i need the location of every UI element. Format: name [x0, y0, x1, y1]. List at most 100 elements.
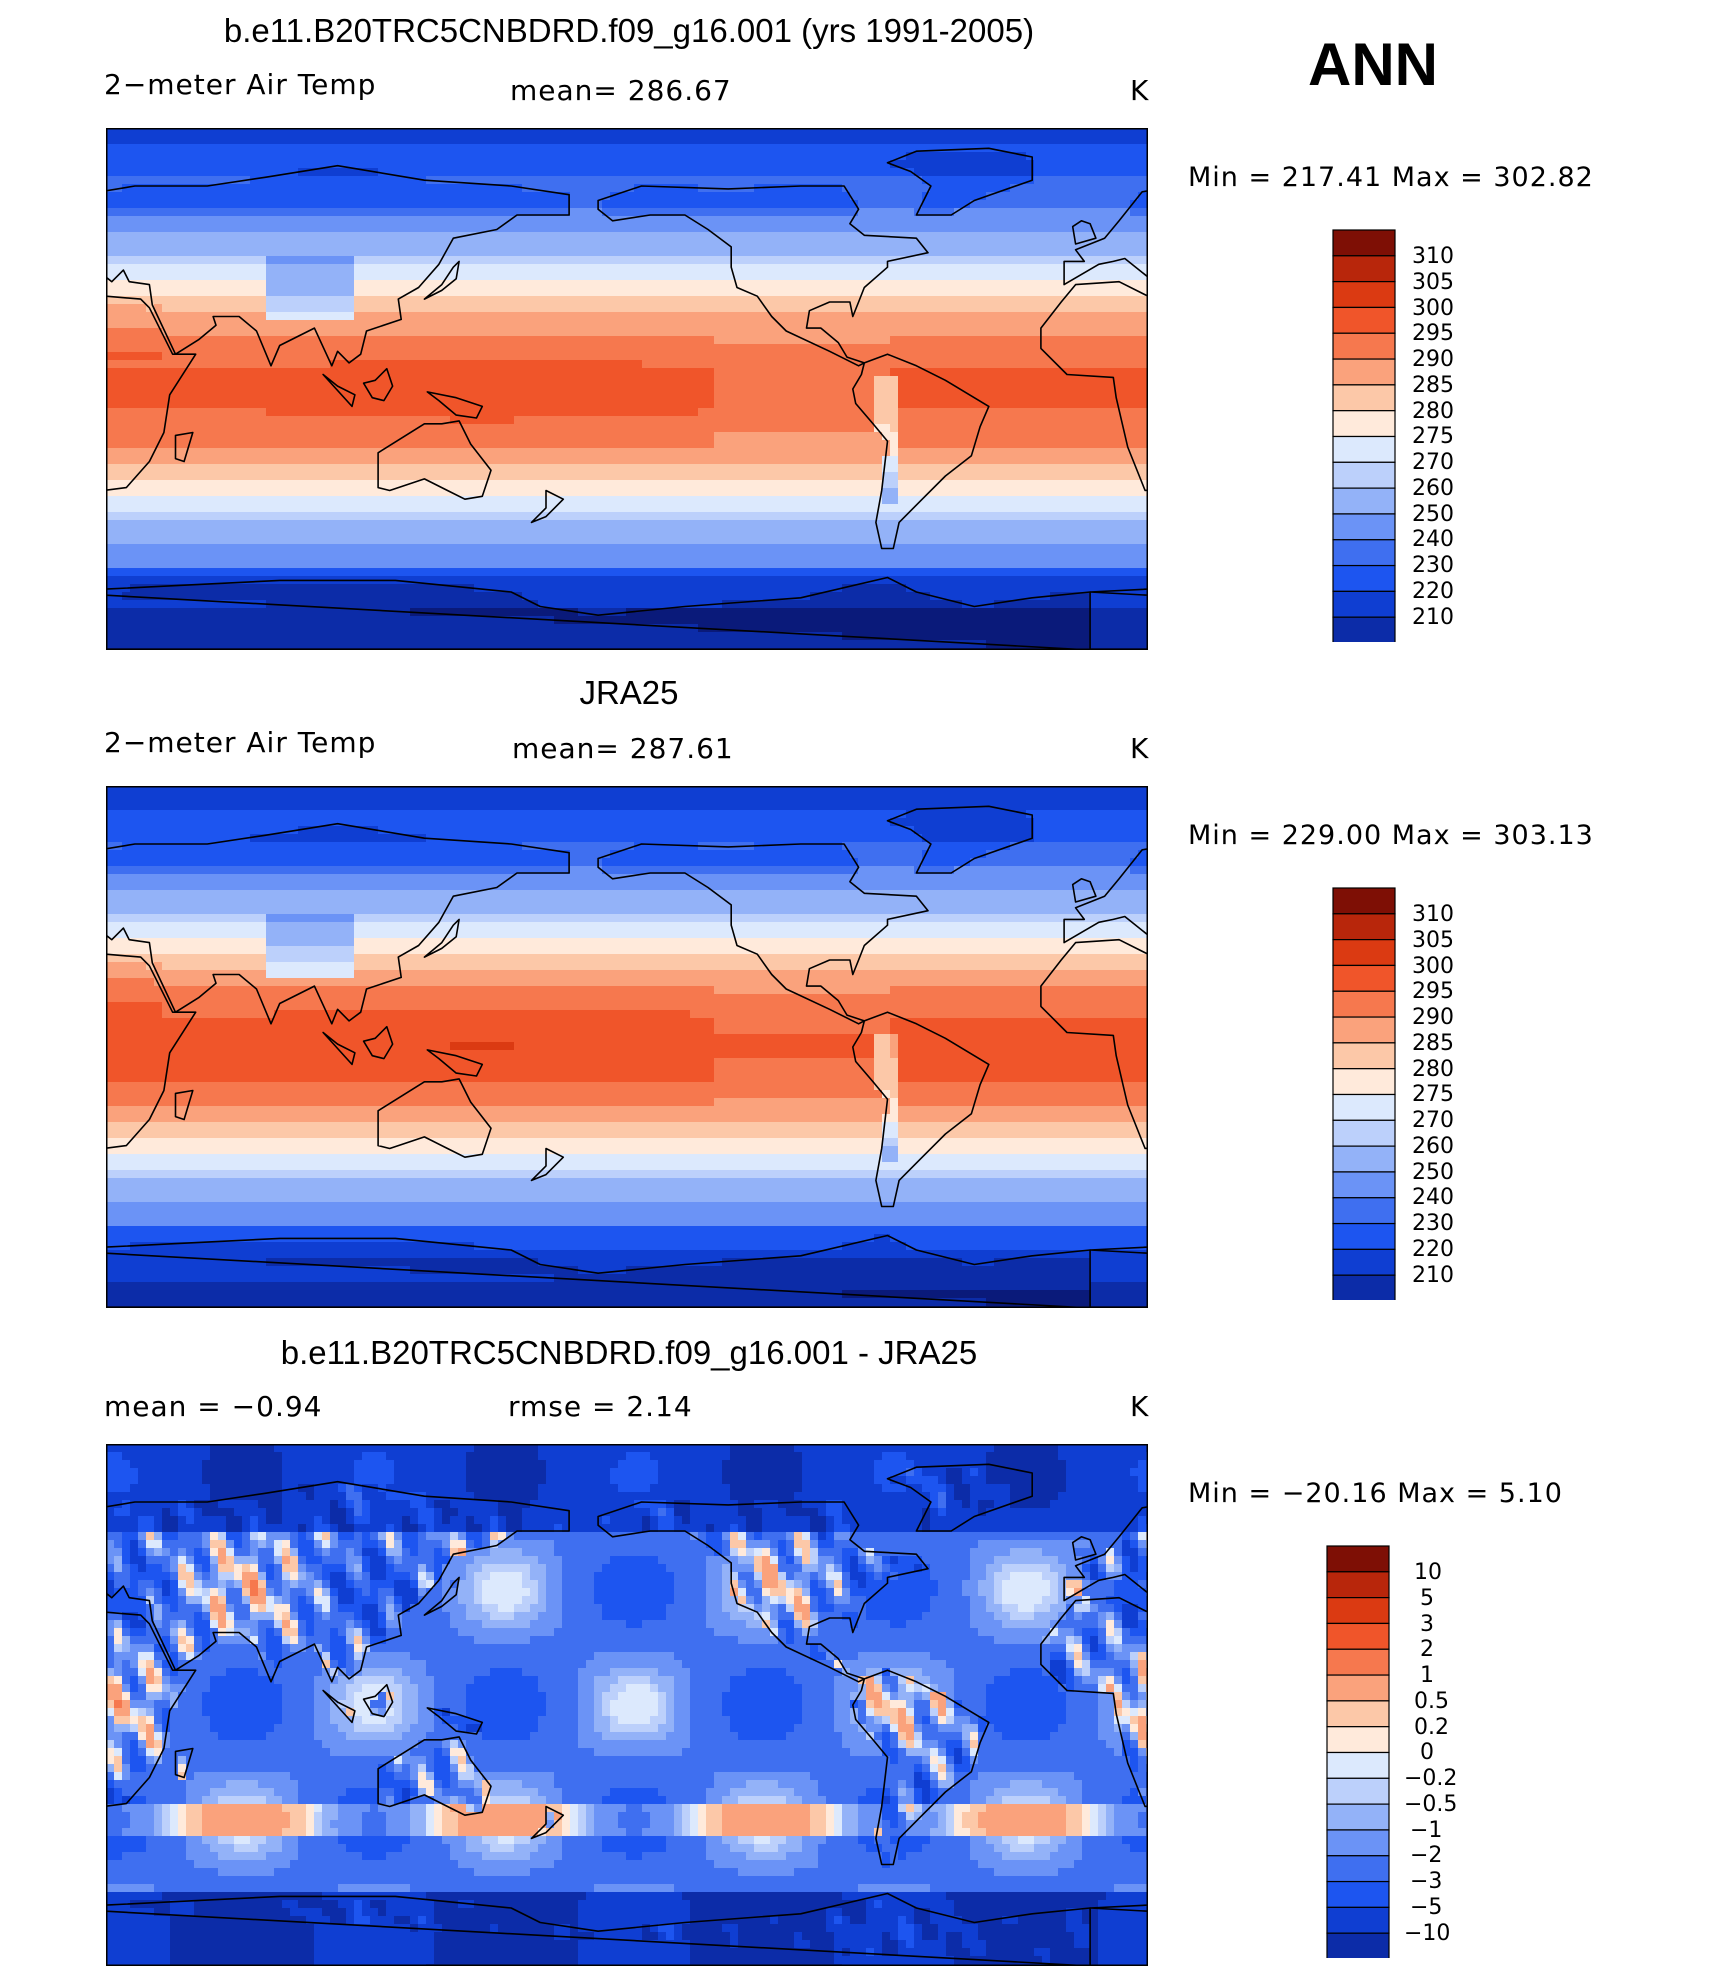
field-cell — [154, 1812, 163, 1821]
field-cell — [938, 1764, 947, 1773]
field-cell — [530, 1620, 563, 1629]
field-cell — [1098, 1676, 1107, 1685]
field-cell — [338, 1724, 355, 1733]
field-cell — [154, 1588, 163, 1597]
field-cell — [850, 1620, 859, 1629]
field-cell — [538, 1724, 579, 1733]
field-cell — [1130, 1668, 1139, 1677]
field-cell — [130, 584, 475, 593]
field-cell — [138, 1652, 155, 1661]
field-cell — [738, 1524, 747, 1533]
field-cell — [794, 1444, 995, 1453]
field-cell — [266, 1588, 275, 1597]
field-cell — [314, 1628, 331, 1637]
field-cell — [658, 1524, 675, 1533]
field-cell — [482, 1596, 523, 1605]
field-cell — [106, 1708, 115, 1717]
field-cell — [106, 1516, 139, 1525]
field-cell — [282, 1468, 355, 1477]
field-cell — [170, 1804, 179, 1813]
field-cell — [186, 1804, 203, 1813]
panel2-cb-label: 285 — [1412, 1031, 1454, 1056]
field-cell — [970, 1468, 979, 1477]
field-cell — [650, 1452, 731, 1461]
field-cell — [426, 1532, 451, 1541]
field-cell — [298, 1636, 307, 1645]
field-cell — [594, 1884, 675, 1893]
field-cell — [1090, 640, 1148, 649]
field-cell — [730, 1444, 795, 1453]
field-cell — [1122, 1548, 1139, 1557]
field-cell — [186, 1580, 195, 1589]
field-cell — [826, 1596, 835, 1605]
field-cell — [202, 1460, 283, 1469]
field-cell — [1130, 1716, 1139, 1725]
field-cell — [962, 1756, 971, 1765]
field-cell — [906, 1620, 971, 1629]
field-cell — [690, 1508, 739, 1517]
field-cell — [266, 946, 355, 955]
field-cell — [826, 1820, 835, 1829]
field-cell — [314, 1620, 347, 1629]
field-cell — [1090, 600, 1148, 609]
field-cell — [898, 400, 1148, 409]
field-cell — [250, 1580, 259, 1589]
field-cell — [354, 296, 1148, 305]
field-cell — [106, 640, 987, 649]
field-cell — [714, 392, 875, 401]
field-cell — [106, 224, 1148, 233]
field-cell — [162, 1812, 171, 1821]
field-cell — [490, 1780, 523, 1789]
field-cell — [410, 1804, 427, 1813]
field-cell — [186, 1652, 195, 1661]
field-cell — [810, 1596, 819, 1605]
field-cell — [730, 1532, 739, 1541]
field-cell — [730, 1452, 803, 1461]
field-cell — [106, 384, 715, 393]
field-cell — [866, 1612, 923, 1621]
field-cell — [290, 1540, 299, 1549]
field-cell — [354, 1476, 395, 1485]
field-cell — [954, 1756, 963, 1765]
field-cell — [202, 1700, 283, 1709]
field-cell — [1090, 616, 1148, 625]
field-cell — [914, 1700, 931, 1709]
field-cell — [930, 1676, 955, 1685]
field-cell — [106, 930, 267, 939]
field-cell — [242, 1524, 251, 1533]
field-cell — [826, 1564, 835, 1573]
coastline — [106, 1480, 570, 1683]
field-cell — [1098, 1612, 1107, 1621]
field-cell — [170, 1908, 195, 1917]
field-cell — [1058, 1868, 1148, 1877]
field-cell — [922, 1740, 939, 1749]
field-cell — [938, 1476, 947, 1485]
field-cell — [130, 1676, 139, 1685]
field-cell — [522, 592, 811, 601]
field-cell — [1002, 1588, 1051, 1597]
field-cell — [658, 1468, 723, 1477]
field-cell — [210, 1676, 275, 1685]
field-cell — [898, 1082, 1148, 1091]
field-cell — [114, 1668, 123, 1677]
field-cell — [1138, 1652, 1147, 1661]
field-cell — [946, 1508, 979, 1517]
field-cell — [1002, 1580, 1051, 1589]
coastline — [597, 843, 929, 1025]
field-cell — [1066, 1564, 1083, 1573]
field-cell — [818, 1604, 835, 1613]
field-cell — [386, 1452, 467, 1461]
field-cell — [354, 1460, 395, 1469]
field-cell — [970, 1788, 995, 1797]
field-cell — [970, 1836, 987, 1845]
field-cell — [218, 1852, 267, 1861]
field-cell — [330, 1692, 347, 1701]
field-cell — [282, 1620, 291, 1629]
field-cell — [170, 1604, 179, 1613]
field-cell — [610, 1468, 659, 1477]
panel3-cb-label: −10 — [1404, 1921, 1451, 1946]
field-cell — [410, 1516, 419, 1525]
field-cell — [578, 1668, 611, 1677]
field-cell — [634, 184, 699, 193]
field-cell — [1130, 1692, 1139, 1701]
